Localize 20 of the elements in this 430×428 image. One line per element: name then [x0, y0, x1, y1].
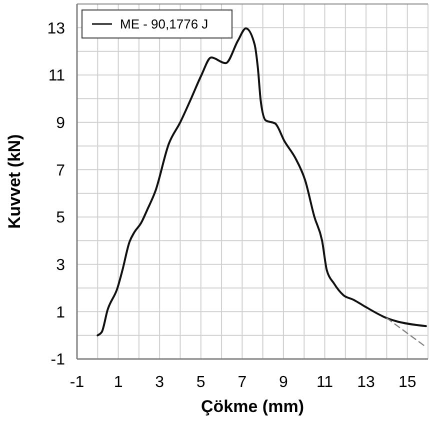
y-tick-label: 5 [56, 210, 66, 227]
x-tick-label: 5 [196, 374, 206, 391]
y-tick-label: 13 [47, 20, 66, 38]
y-tick-label: 11 [48, 68, 66, 85]
y-tick-label: 3 [56, 256, 66, 274]
x-tick-label: 1 [114, 374, 123, 391]
y-tick-label: 7 [56, 162, 66, 180]
legend-label: ME - 90,1776 J [120, 16, 208, 32]
x-tick-label: 3 [155, 374, 164, 391]
x-tick-label: 7 [238, 374, 247, 391]
x-tick-label: -1 [70, 374, 84, 391]
y-tick-label: 9 [56, 114, 66, 132]
y-tick-label: 1 [56, 304, 66, 322]
x-axis-title: Çökme (mm) [201, 397, 304, 416]
x-tick-label: 15 [398, 374, 416, 391]
x-tick-label: 11 [316, 374, 334, 391]
x-tick-label: 9 [279, 374, 288, 391]
y-tick-label: -1 [50, 352, 66, 369]
y-axis-title: Kuvvet (kN) [5, 134, 24, 229]
x-tick-label: 13 [357, 374, 376, 391]
